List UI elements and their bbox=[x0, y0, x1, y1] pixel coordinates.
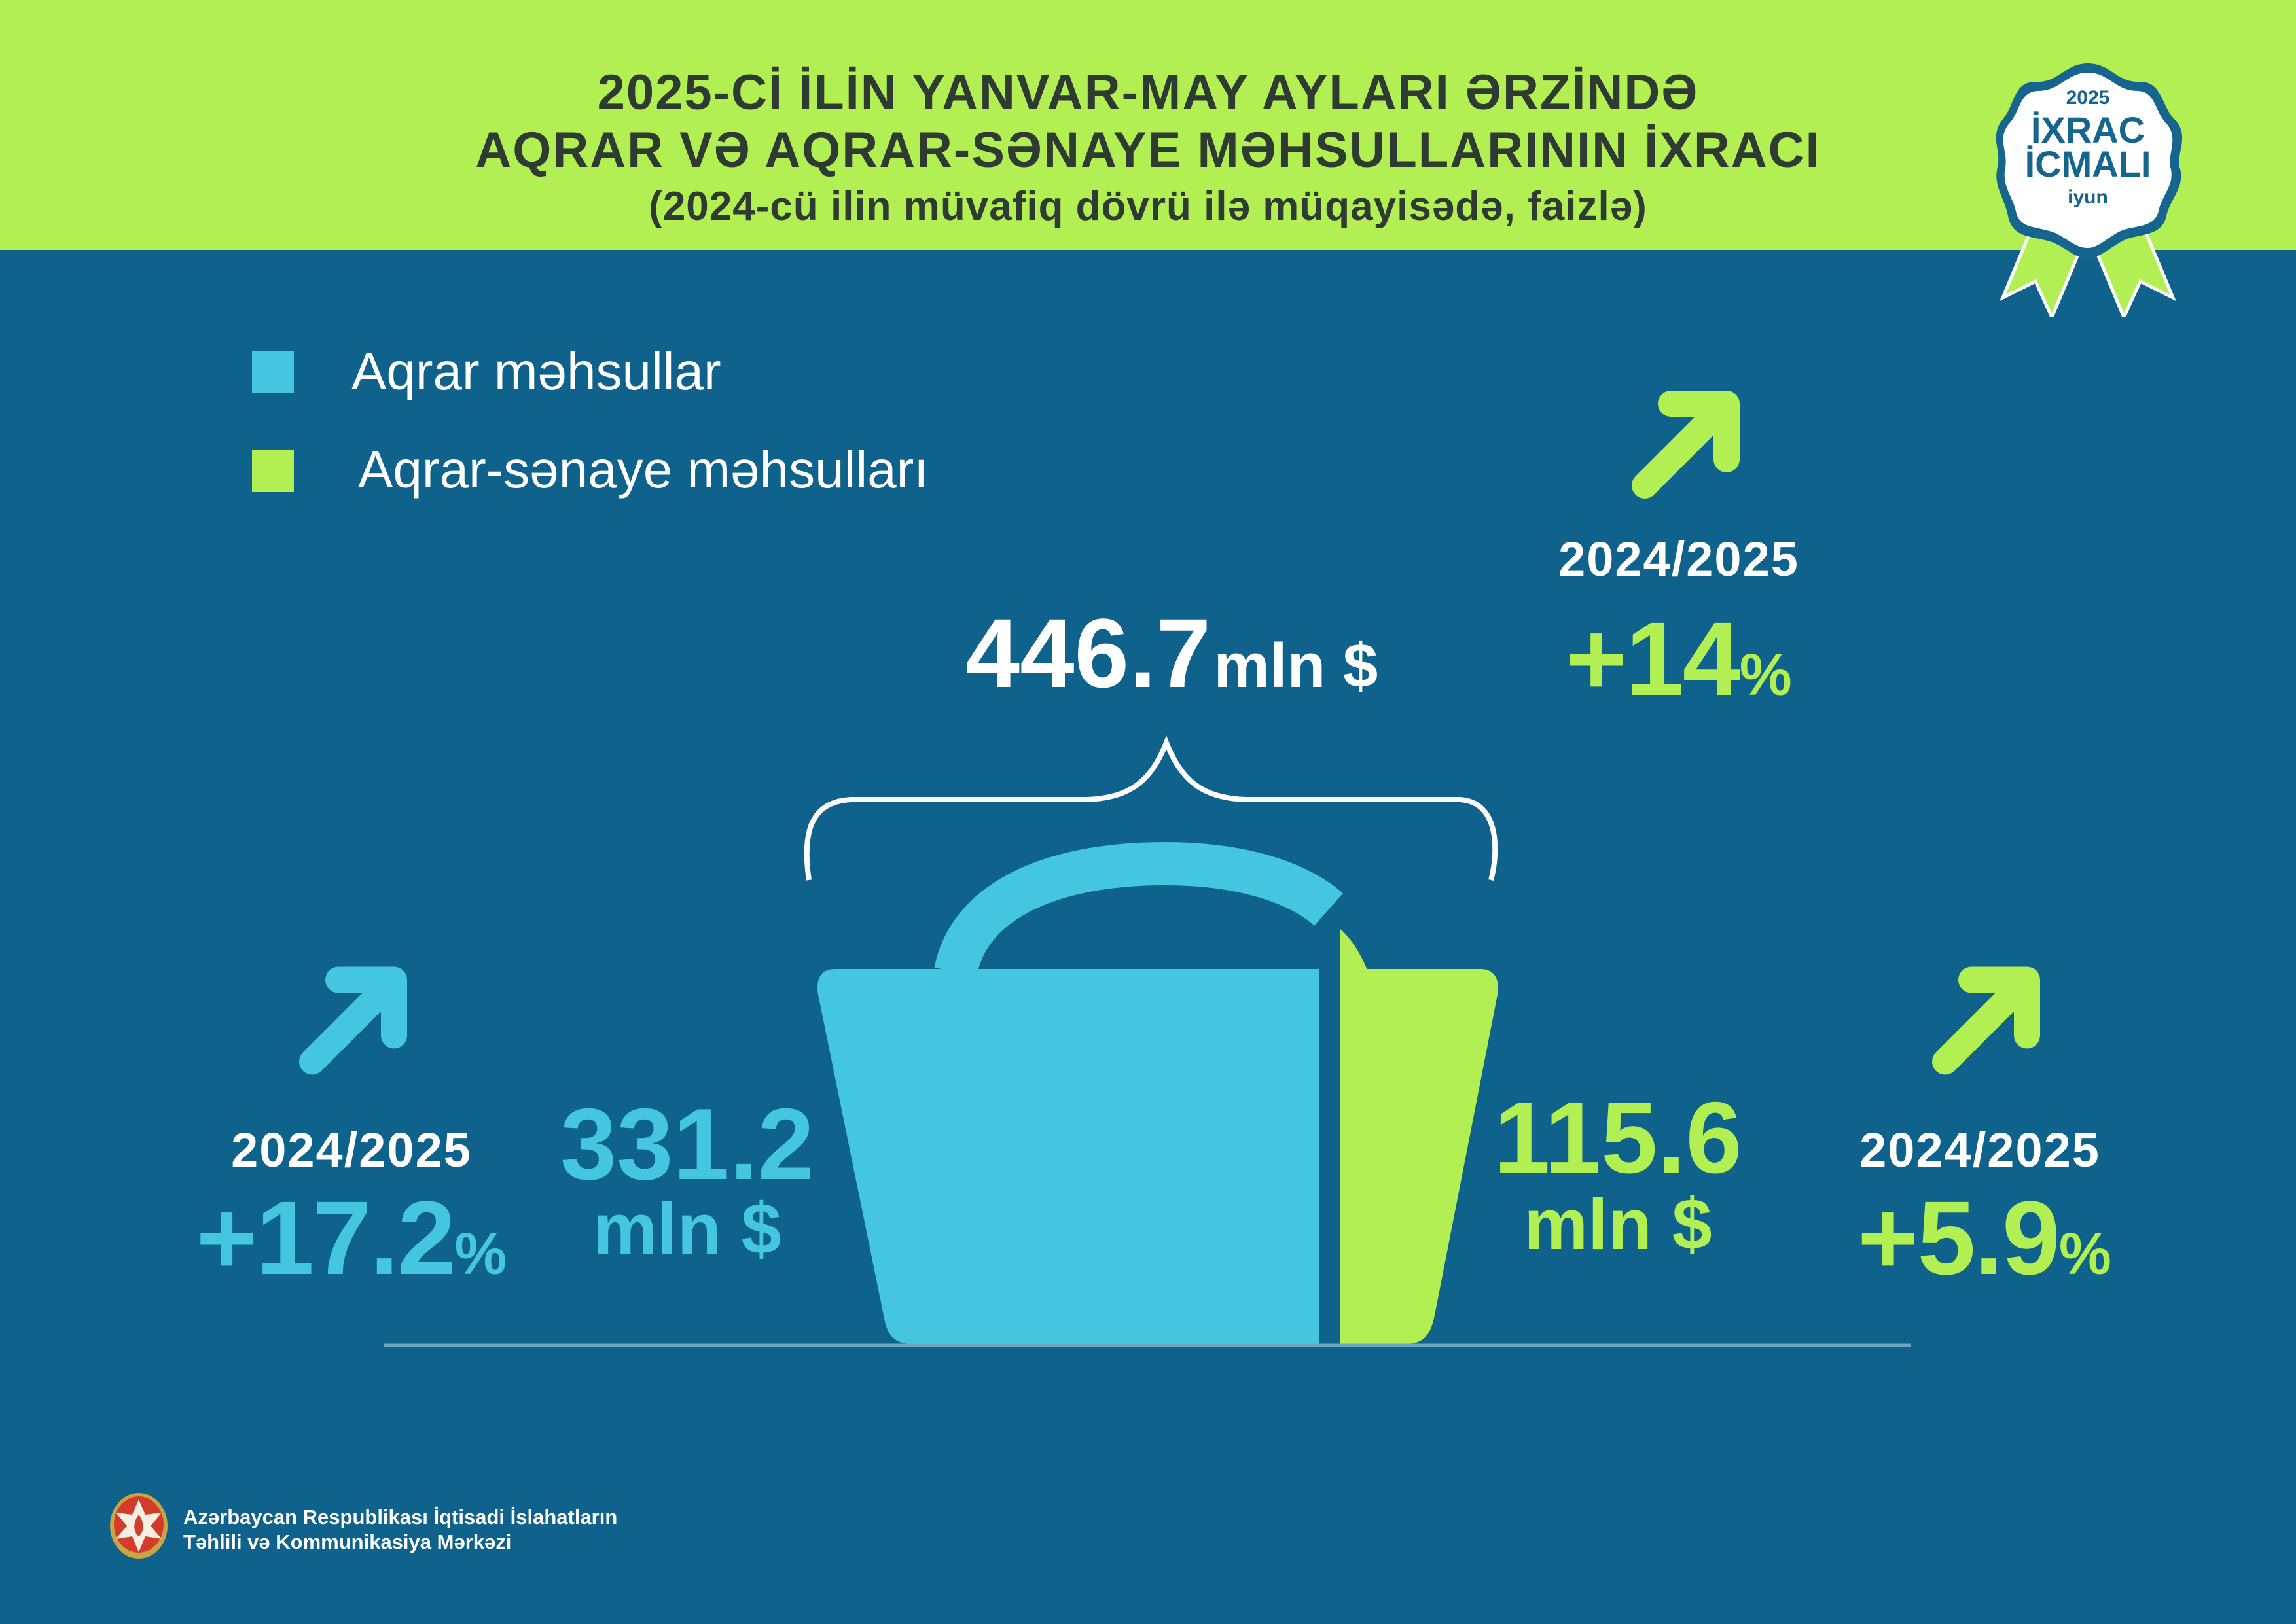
total-change-value: +14 bbox=[1566, 600, 1740, 717]
legend-label-agrarian: Aqrar məhsullar bbox=[351, 342, 721, 400]
up-arrow-icon-agro-industrial bbox=[1932, 966, 2040, 1075]
header-banner bbox=[0, 0, 2296, 250]
badge-month: iyun bbox=[2068, 186, 2108, 208]
legend-label-agro-industrial: Aqrar-sənaye məhsulları bbox=[358, 440, 929, 499]
basket-handle-green bbox=[1340, 929, 1368, 972]
percent-sign: % bbox=[2058, 1222, 2111, 1287]
up-arrow-icon-agrarian bbox=[299, 966, 407, 1075]
badge-title-2: İCMALI bbox=[2024, 143, 2151, 185]
total-change: +14% bbox=[1482, 599, 1875, 719]
total-brace bbox=[804, 735, 1498, 881]
agrarian-change: +17.2% bbox=[155, 1178, 548, 1298]
basket-handle bbox=[934, 841, 1343, 977]
agrarian-value: 331.2 bbox=[560, 1087, 814, 1201]
badge-year: 2025 bbox=[2066, 87, 2110, 109]
legend-swatch-agrarian bbox=[252, 351, 294, 393]
basket-agro-industrial bbox=[1340, 969, 1498, 1344]
title-line-1: 2025-Cİ İLİN YANVAR-MAY AYLARI ƏRZİNDƏ bbox=[597, 65, 1699, 120]
agro-industrial-value: 115.6 bbox=[1494, 1081, 1742, 1194]
legend-swatch-agro-industrial bbox=[252, 450, 294, 492]
agro-industrial-period: 2024/2025 bbox=[1859, 1123, 2100, 1177]
agrarian-unit: mln $ bbox=[593, 1189, 781, 1269]
title-line-2: AQRAR VƏ AQRAR-SƏNAYE MƏHSULLARININ İXRA… bbox=[475, 122, 1821, 178]
agro-industrial-unit: mln $ bbox=[1524, 1184, 1712, 1265]
total-amount: 446.7 bbox=[965, 598, 1211, 708]
basket-agrarian bbox=[817, 969, 1319, 1344]
total-period: 2024/2025 bbox=[1558, 532, 1799, 586]
percent-sign: % bbox=[454, 1222, 507, 1287]
footer-org-line-1: Azərbaycan Respublikası İqtisadi İslahat… bbox=[183, 1506, 618, 1528]
badge-title-1: İXRAC bbox=[2030, 109, 2145, 150]
total-value: 446.7 mln $ bbox=[903, 597, 1440, 710]
subtitle: (2024-cü ilin müvafiq dövrü ilə müqayisə… bbox=[649, 184, 1647, 229]
state-emblem-icon bbox=[110, 1493, 168, 1559]
agro-industrial-change: +5.9% bbox=[1788, 1178, 2181, 1298]
agrarian-change-value: +17.2 bbox=[196, 1179, 456, 1296]
footer-org-line-2: Təhlili və Kommunikasiya Mərkəzi bbox=[183, 1530, 512, 1553]
percent-sign: % bbox=[1739, 643, 1792, 708]
rosette-icon bbox=[1996, 63, 2183, 322]
up-arrow-icon-total bbox=[1632, 391, 1740, 499]
export-review-badge: 2025 İXRAC İCMALI iyun bbox=[1990, 56, 2186, 322]
total-unit: mln $ bbox=[1213, 631, 1378, 701]
agrarian-period: 2024/2025 bbox=[231, 1123, 472, 1177]
agro-industrial-change-value: +5.9 bbox=[1857, 1179, 2060, 1296]
